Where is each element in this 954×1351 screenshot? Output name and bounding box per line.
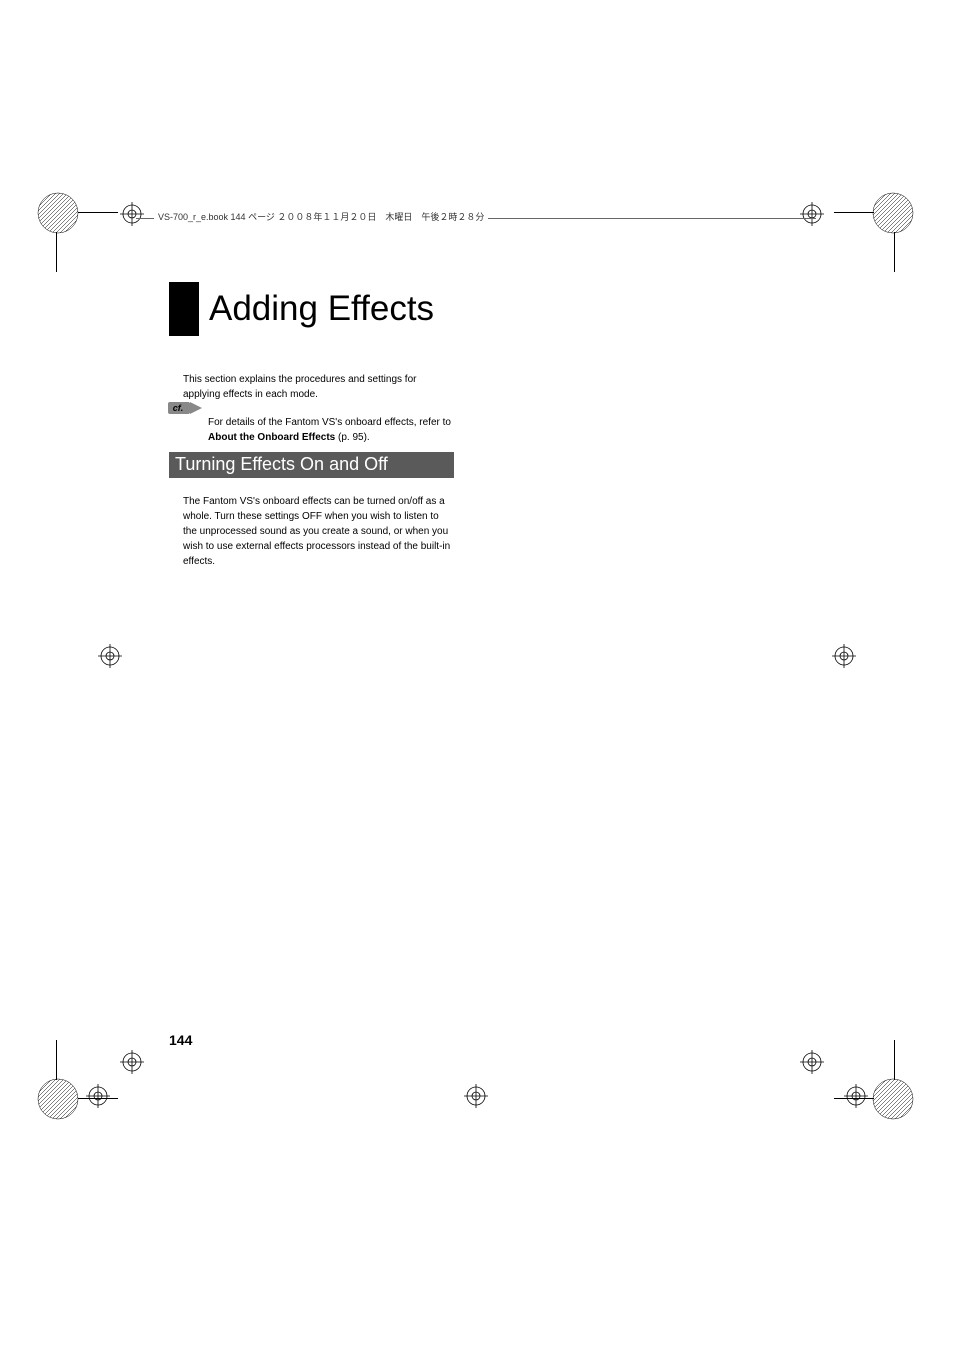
registration-mark-icon <box>832 644 876 688</box>
title-marker-block <box>169 282 199 336</box>
registration-mark-icon <box>800 1050 844 1094</box>
registration-mark-icon <box>800 202 844 246</box>
intro-paragraph: This section explains the procedures and… <box>183 372 453 402</box>
cf-badge-icon: cf. <box>168 402 202 414</box>
frame-line <box>894 1040 895 1080</box>
section-heading: Turning Effects On and Off <box>169 452 454 478</box>
svg-text:cf.: cf. <box>173 403 184 413</box>
registration-mark-icon <box>86 1084 130 1128</box>
cf-text-bold: About the Onboard Effects <box>208 432 335 443</box>
header-breadcrumb: VS-700_r_e.book 144 ページ ２００８年１１月２０日 木曜日 … <box>154 210 488 223</box>
page-number: 144 <box>169 1032 192 1048</box>
page-title: Adding Effects <box>209 289 434 329</box>
frame-line <box>56 232 57 272</box>
frame-line <box>78 212 118 213</box>
cf-text-before: For details of the Fantom VS's onboard e… <box>208 417 451 428</box>
frame-line <box>56 1040 57 1080</box>
registration-mark-icon <box>98 644 142 688</box>
print-corner-mark <box>37 1078 79 1120</box>
print-corner-mark <box>37 192 79 234</box>
print-corner-mark <box>872 192 914 234</box>
registration-mark-icon <box>844 1084 888 1128</box>
cf-reference-text: For details of the Fantom VS's onboard e… <box>208 415 458 445</box>
frame-line <box>894 232 895 272</box>
section-body: The Fantom VS's onboard effects can be t… <box>183 494 453 569</box>
registration-mark-icon <box>464 1084 508 1128</box>
registration-mark-icon <box>120 202 164 246</box>
cf-text-after: (p. 95). <box>335 432 369 443</box>
